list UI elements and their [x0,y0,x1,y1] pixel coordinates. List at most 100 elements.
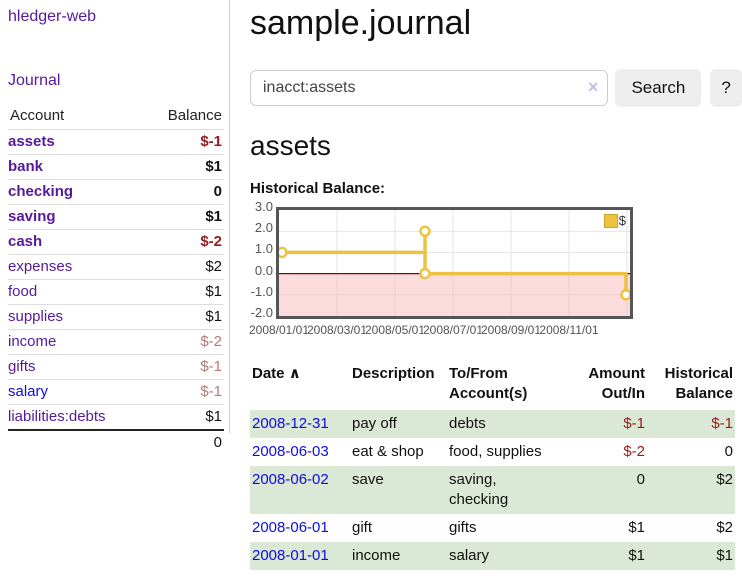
account-balance: $-2 [143,329,224,355]
main-content: sample.journal × Search ? assets Histori… [248,0,742,570]
txn-balance: $2 [716,471,733,488]
txn-amount: 0 [636,471,645,488]
data-point-marker [419,225,431,237]
x-axis-tick-label: 2008/07/01 [422,323,484,338]
balance-line [282,229,628,295]
accounts-total-row: 0 [8,429,224,455]
account-link-food[interactable]: food [8,283,38,300]
txn-amount: $-2 [623,443,645,460]
app-brand-link[interactable]: hledger-web [8,8,97,25]
txn-description: income [352,547,401,564]
account-link-supplies[interactable]: supplies [8,308,64,325]
txn-date-link[interactable]: 2008-06-01 [252,519,329,536]
account-balance: $1 [143,279,224,305]
sidebar-item-journal[interactable]: Journal [8,72,61,89]
account-link-cash[interactable]: cash [8,233,43,250]
y-axis-tick-label: 0.0 [254,263,273,278]
txn-description: eat & shop [352,443,424,460]
txn-balance: $1 [716,547,733,564]
chart-plot-area: $ [276,207,633,319]
account-row: bank $1 [8,154,224,180]
account-link-income[interactable]: income [8,333,57,350]
txn-description: pay off [352,415,397,432]
txn-accounts: food, supplies [449,443,542,460]
account-link-salary[interactable]: salary [8,383,49,400]
account-link-assets[interactable]: assets [8,133,55,150]
txn-date-link[interactable]: 2008-06-02 [252,471,329,488]
balance-chart: 3.0 2.0 1.0 0.0 -1.0 -2.0 [248,199,730,343]
search-bar: × Search ? [250,69,742,107]
account-row: saving $1 [8,204,224,230]
account-row: food $1 [8,279,224,305]
txn-accounts: saving, checking [449,471,509,508]
legend-swatch-icon [603,213,618,228]
accounts-table: Account Balance assets $-1 bank $1 check… [8,104,224,455]
register-header-balance: Historical Balance [664,365,733,402]
account-link-expenses[interactable]: expenses [8,258,73,275]
txn-date-link[interactable]: 2008-01-01 [252,547,329,564]
y-axis-tick-label: 2.0 [254,220,273,235]
account-row: assets $-1 [8,129,224,155]
x-axis-tick-label: 2008/05/01 [364,323,426,338]
txn-accounts: debts [449,415,486,432]
register-header-description: Description [352,365,435,382]
accounts-header-balance: Balance [143,104,224,130]
txn-date-link[interactable]: 2008-06-03 [252,443,329,460]
register-header-amount: Amount Out/In [588,365,645,402]
register-row: 2008-06-01 gift gifts $1 $2 [250,514,735,542]
y-axis-tick-label: 1.0 [254,241,273,256]
x-axis-tick-label: 2008/03/01 [306,323,368,338]
register-row: 2008-06-02 save saving, checking 0 $2 [250,466,735,514]
account-balance: $1 [143,304,224,330]
account-link-liabilities-debts[interactable]: liabilities:debts [8,408,106,425]
register-row: 2008-12-31 pay off debts $-1 $-1 [250,410,735,438]
txn-amount: $1 [628,547,645,564]
account-balance: $-1 [143,129,224,155]
txn-description: save [352,471,384,488]
register-header-accounts: To/From Account(s) [449,365,528,402]
account-link-gifts[interactable]: gifts [8,358,36,375]
account-row: gifts $-1 [8,354,224,380]
account-link-saving[interactable]: saving [8,208,56,225]
data-point-marker [279,246,288,259]
help-button[interactable]: ? [710,69,742,107]
x-axis-tick-label: 2008/09/01 [480,323,542,338]
account-link-checking[interactable]: checking [8,183,74,200]
txn-amount: $-1 [623,415,645,432]
account-balance: $2 [143,254,224,280]
clear-search-icon[interactable]: × [587,77,599,97]
search-button[interactable]: Search [615,69,702,107]
txn-accounts: gifts [449,519,477,536]
txn-balance: 0 [724,443,733,460]
register-header-date[interactable]: Date ∧ [252,365,301,382]
sort-ascending-icon[interactable]: ∧ [288,365,301,382]
register-table: Date ∧ Description To/From Account(s) Am… [250,360,735,570]
register-row: 2008-01-01 income salary $1 $1 [250,542,735,570]
txn-balance: $-1 [711,415,733,432]
legend-label: $ [618,213,626,228]
txn-amount: $1 [628,519,645,536]
account-balance: $-2 [143,229,224,255]
data-point-marker [620,289,630,301]
account-row: expenses $2 [8,254,224,280]
account-heading: assets [250,130,331,161]
account-row: checking 0 [8,179,224,205]
account-row: liabilities:debts $1 [8,404,224,431]
y-axis-tick-label: 3.0 [254,199,273,214]
y-axis-tick-label: -1.0 [250,284,273,299]
account-balance: $1 [143,154,224,180]
accounts-header-account: Account [8,104,144,130]
account-balance: $-1 [143,379,224,405]
account-balance: $-1 [143,354,224,380]
account-link-bank[interactable]: bank [8,158,44,175]
page-title: sample.journal [250,4,472,42]
chart-legend: $ [603,213,626,228]
negative-region [279,273,630,316]
sidebar: hledger-web Journal Account Balance asse… [0,0,230,455]
account-row: salary $-1 [8,379,224,405]
x-axis-tick-label: 2008/11/01 [539,323,599,338]
account-balance: $1 [143,204,224,230]
accounts-total-value: 0 [143,429,224,455]
txn-date-link[interactable]: 2008-12-31 [252,415,329,432]
search-input[interactable] [250,70,609,106]
